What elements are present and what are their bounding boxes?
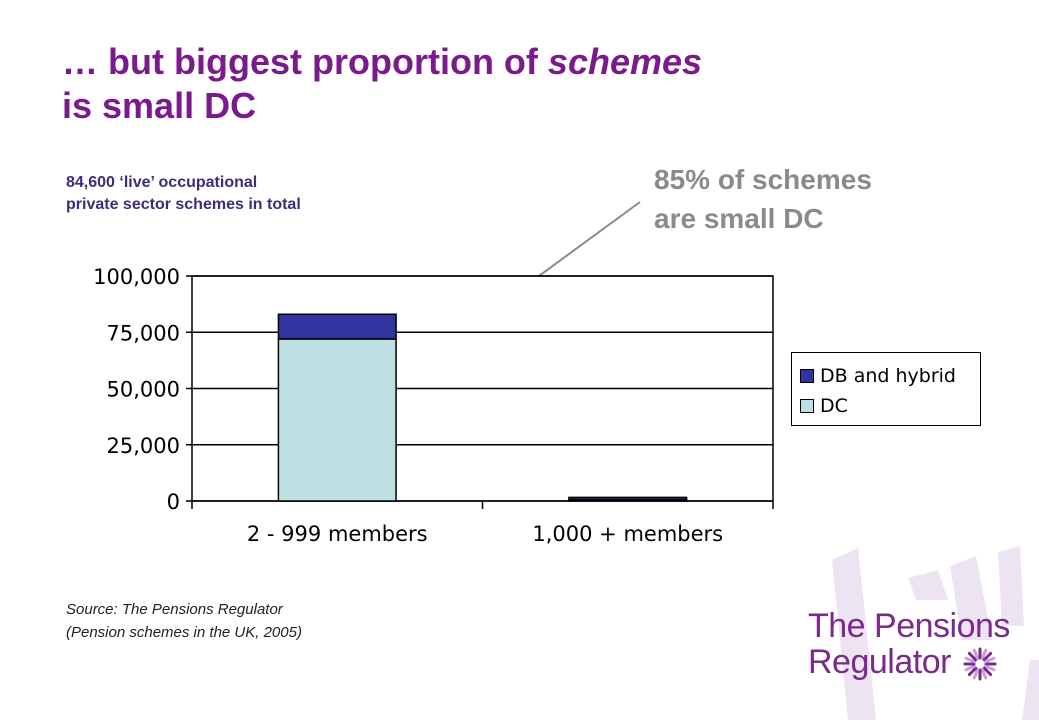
sunburst-ray xyxy=(982,651,993,662)
y-tick-label: 25,000 xyxy=(107,434,180,458)
title-line-2: is small DC xyxy=(62,85,257,126)
callout-line-1: 85% of schemes xyxy=(654,164,872,195)
sunburst-ray xyxy=(967,666,978,677)
bar-db-and-hybrid xyxy=(568,496,688,501)
bar-dc xyxy=(277,338,397,502)
chart-legend: DB and hybrid DC xyxy=(791,352,981,426)
brand-line-1: The Pensions xyxy=(808,607,1010,645)
sunburst-ray xyxy=(980,668,988,680)
source-line-2: (Pension schemes in the UK, 2005) xyxy=(66,624,302,641)
decor-stripe xyxy=(998,546,1024,626)
x-tick-label: 1,000 + members xyxy=(532,522,723,546)
legend-item-db-and-hybrid: DB and hybrid xyxy=(800,361,980,391)
decor-stripe xyxy=(908,570,948,600)
sunburst-ray xyxy=(964,664,976,672)
title-line-1-prefix: … but biggest proportion of xyxy=(62,41,548,82)
legend-label-db-and-hybrid: DB and hybrid xyxy=(820,365,956,387)
source-line-1: Source: The Pensions Regulator xyxy=(66,601,283,618)
sunburst-ray xyxy=(972,648,980,660)
decor-stripe xyxy=(950,556,992,640)
chart-subtitle: 84,600 ‘live’ occupational private secto… xyxy=(66,172,301,216)
legend-label-dc: DC xyxy=(820,395,848,417)
brand-line-2: Regulator xyxy=(808,643,951,681)
legend-item-dc: DC xyxy=(800,391,980,421)
bar-db-and-hybrid xyxy=(277,313,397,340)
y-tick-label: 50,000 xyxy=(107,378,180,402)
sunburst-ray xyxy=(972,668,980,680)
brand-logo-text: The Pensions Regulator xyxy=(808,608,1010,680)
decor-stripe xyxy=(832,548,876,720)
sunburst-ray xyxy=(964,656,976,664)
sunburst-ray xyxy=(982,666,993,677)
y-tick-label: 75,000 xyxy=(107,321,180,345)
callout-line-2: are small DC xyxy=(654,203,824,234)
y-tick-label: 0 xyxy=(167,490,180,514)
source-note: Source: The Pensions Regulator (Pension … xyxy=(66,598,302,644)
legend-swatch-db-and-hybrid xyxy=(800,369,814,383)
y-tick-label: 100,000 xyxy=(93,265,180,289)
sunburst-ray xyxy=(967,651,978,662)
sunburst-ray xyxy=(984,656,996,664)
stacked-bar-chart: 0 25,000 50,000 75,000 100,000 2 - 999 member… xyxy=(93,265,774,546)
sunburst-ray xyxy=(980,648,988,660)
x-tick-label: 2 - 999 members xyxy=(247,522,428,546)
subtitle-line-1: 84,600 ‘live’ occupational xyxy=(66,174,258,191)
legend-swatch-dc xyxy=(800,399,814,413)
sunburst-icon xyxy=(963,647,997,681)
callout-text: 85% of schemes are small DC xyxy=(654,160,872,238)
title-emphasis: schemes xyxy=(547,41,703,82)
subtitle-line-2: private sector schemes in total xyxy=(66,196,301,213)
sunburst-ray xyxy=(984,664,996,672)
decor-stripe xyxy=(1022,660,1039,720)
page-title: … but biggest proportion of schemes is s… xyxy=(62,40,702,128)
